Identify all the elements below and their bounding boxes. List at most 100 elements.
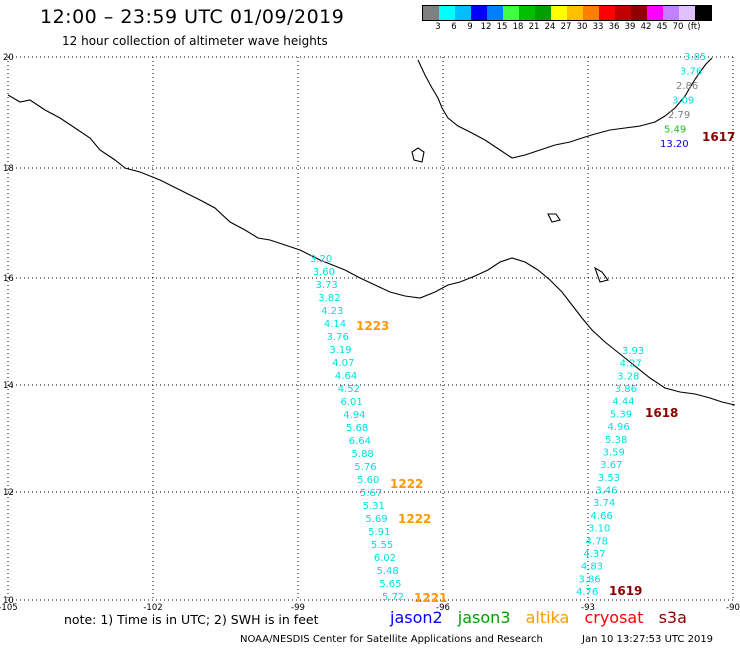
colorbar-tick-label: 33 [592, 22, 604, 32]
colorbar-swatch [647, 6, 663, 20]
colorbar-tick-label: 45 [656, 22, 668, 32]
swh-value: 4.83 [581, 562, 603, 573]
swh-value: 3.10 [588, 524, 610, 535]
colorbar-swatch [487, 6, 503, 20]
swh-value: 3.86 [615, 384, 637, 395]
swh-value: 5.55 [371, 540, 393, 551]
legend-jason3: jason3 [457, 608, 511, 627]
swh-value: 4.76 [576, 587, 598, 598]
colorbar-tick-label: 24 [544, 22, 556, 32]
swh-value: 5.60 [357, 475, 379, 486]
swh-value: 3.76 [327, 332, 349, 343]
colorbar-tick-label: 18 [512, 22, 524, 32]
swh-value: 4.37 [583, 549, 605, 560]
legend-cryosat: cryosat [584, 608, 644, 627]
lat-label: 14 [3, 381, 14, 391]
swh-value: 5.69 [365, 514, 387, 525]
map-subtitle: 12 hour collection of altimeter wave hei… [62, 34, 328, 48]
swh-value: 4.94 [343, 410, 365, 421]
swh-value: 3.74 [593, 498, 615, 509]
swh-value: 4.07 [332, 358, 354, 369]
swh-value: 3.86 [578, 574, 600, 585]
island-c [547, 213, 561, 223]
swh-value: 2.79 [668, 110, 690, 121]
swh-value: 4.27 [620, 359, 642, 370]
swh-value: 3.20 [310, 254, 332, 265]
colorbar-swatch [583, 6, 599, 20]
gulf-of-mexico-coast [417, 57, 713, 159]
swh-value: 3.59 [603, 447, 625, 458]
colorbar-tick-label: 6 [451, 22, 457, 32]
swh-value: 3.82 [318, 293, 340, 304]
colorbar-swatch [663, 6, 679, 20]
colorbar-tick-label: 21 [528, 22, 540, 32]
footer-timestamp: Jan 10 13:27:53 UTC 2019 [582, 634, 714, 645]
swh-value: 6.01 [340, 397, 362, 408]
swh-value: 5.49 [664, 125, 686, 136]
lon-label: -102 [143, 603, 162, 613]
lat-label: 18 [3, 164, 14, 174]
colorbar-swatch [535, 6, 551, 20]
swh-value: 3.19 [329, 345, 351, 356]
swh-value: 5.31 [363, 501, 385, 512]
legend-altika: altika [525, 608, 570, 627]
colorbar-swatch [695, 6, 711, 20]
legend-jason2: jason2 [390, 608, 443, 627]
colorbar-tick-label: 3 [435, 22, 441, 32]
swh-value: 3.28 [617, 371, 639, 382]
swh-value: 3.76 [680, 67, 702, 78]
swh-value: 5.68 [346, 423, 368, 434]
swh-value: 5.65 [379, 579, 401, 590]
swh-value: 4.44 [612, 397, 634, 408]
colorbar-swatch [439, 6, 455, 20]
lon-label: -105 [0, 603, 18, 613]
swh-value: 6.02 [374, 553, 396, 564]
pass-time-label: 1619 [609, 584, 642, 598]
coastline [7, 57, 736, 406]
colorbar-swatch [471, 6, 487, 20]
colorbar-swatch [679, 6, 695, 20]
swh-value: 3.85 [684, 52, 706, 63]
lon-label: -93 [581, 603, 595, 613]
swh-value: 5.76 [354, 462, 376, 473]
graticule [7, 56, 734, 601]
swh-value: 5.39 [610, 409, 632, 420]
swh-value: 3.67 [600, 460, 622, 471]
swh-value: 4.52 [338, 384, 360, 395]
island-b [593, 266, 609, 283]
lat-label: 12 [3, 488, 14, 498]
colorbar-tick-label: 42 [640, 22, 652, 32]
swh-value: 5.67 [360, 488, 382, 499]
colorbar-tick-label: 36 [608, 22, 620, 32]
colorbar-tick-label: 9 [467, 22, 473, 32]
colorbar-tick-label: 39 [624, 22, 636, 32]
colorbar-tick-label: (ft) [687, 22, 701, 32]
pass-time-label: 1221 [414, 591, 447, 605]
map-title: 12:00 – 23:59 UTC 01/09/2019 [40, 6, 345, 28]
swh-value: 3.53 [598, 473, 620, 484]
legend-s3a: s3a [658, 608, 687, 627]
swh-value: 3.93 [622, 346, 644, 357]
swh-value: 5.38 [605, 435, 627, 446]
colorbar-swatch [567, 6, 583, 20]
colorbar-swatch [423, 6, 439, 20]
colorbar-tick-label: 70 [672, 22, 684, 32]
pass-time-label: 1222 [390, 477, 423, 491]
lon-label: -99 [291, 603, 305, 613]
swh-value: 4.66 [591, 511, 613, 522]
colorbar-tick-label: 30 [576, 22, 588, 32]
swh-value: 13.20 [660, 139, 689, 150]
colorbar-swatch [631, 6, 647, 20]
colorbar-swatch [519, 6, 535, 20]
swh-value: 4.96 [607, 422, 629, 433]
pass-time-label: 1618 [645, 406, 678, 420]
swh-value: 5.91 [368, 527, 390, 538]
colorbar-swatch [455, 6, 471, 20]
colorbar-tick-label: 15 [496, 22, 508, 32]
swh-value: 2.86 [676, 81, 698, 92]
pass-time-label: 1617 [702, 130, 735, 144]
swh-value: 3.46 [595, 486, 617, 497]
swh-value: 3.60 [313, 267, 335, 278]
swh-value: 5.48 [376, 566, 398, 577]
